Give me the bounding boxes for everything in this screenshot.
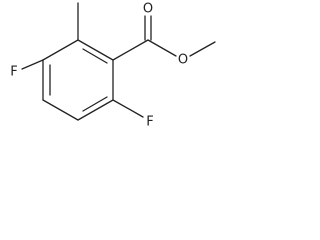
bond <box>77 99 114 121</box>
bond <box>42 39 79 61</box>
bond <box>82 96 108 112</box>
bond <box>82 48 108 64</box>
bond <box>112 99 144 118</box>
atom-label: O <box>143 2 153 17</box>
bond <box>112 39 149 61</box>
atom-label: F <box>146 115 153 130</box>
bond <box>21 59 44 70</box>
page: {"atoms": [{"label": "O"}, {"label": "O"… <box>0 0 218 138</box>
structure: O O F F <box>10 2 216 130</box>
bond <box>77 39 114 61</box>
atom-label: O <box>178 53 188 68</box>
bond <box>189 41 216 57</box>
bond <box>42 99 79 121</box>
atom-label: F <box>10 65 17 80</box>
bonds <box>21 2 216 121</box>
bond <box>147 39 177 57</box>
